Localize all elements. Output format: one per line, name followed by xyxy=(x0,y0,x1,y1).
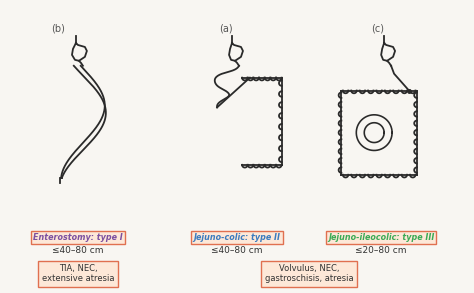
Text: Jejuno-ileocolic: type III: Jejuno-ileocolic: type III xyxy=(328,233,434,242)
Text: Volvulus, NEC,
gastroschisis, atresia: Volvulus, NEC, gastroschisis, atresia xyxy=(265,264,354,284)
Text: Enterostomy: type I: Enterostomy: type I xyxy=(33,233,123,242)
Text: (c): (c) xyxy=(371,23,384,33)
Text: TIA, NEC,
extensive atresia: TIA, NEC, extensive atresia xyxy=(42,264,114,284)
Text: (a): (a) xyxy=(219,23,233,33)
Text: Jejuno-colic: type II: Jejuno-colic: type II xyxy=(193,233,281,242)
Text: (b): (b) xyxy=(51,23,65,33)
Text: ≤40–80 cm: ≤40–80 cm xyxy=(211,246,263,255)
Text: ≤20–80 cm: ≤20–80 cm xyxy=(356,246,407,255)
Text: ≤40–80 cm: ≤40–80 cm xyxy=(52,246,104,255)
